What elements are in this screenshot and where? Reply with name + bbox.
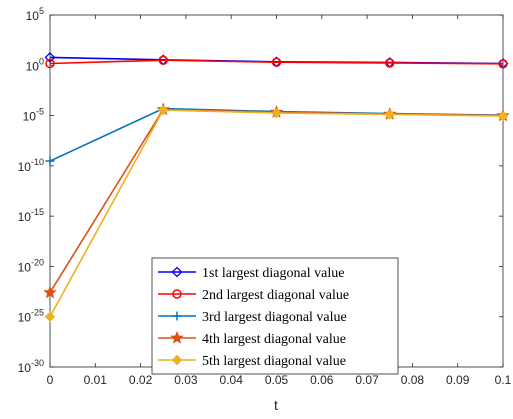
data-point <box>45 58 55 69</box>
x-tick-label: 0.08 <box>401 373 425 387</box>
data-point <box>44 52 56 63</box>
x-axis: 0 0.01 0.02 0.03 0.04 0.05 0.06 0.07 0.08 0.09 0.1 <box>47 15 512 387</box>
legend-marker <box>171 266 183 278</box>
x-tick-label: 0 <box>47 373 54 387</box>
data-point <box>497 110 509 122</box>
legend: 1st largest diagonal value 2nd largest di… <box>151 257 399 375</box>
x-tick-label: 0.07 <box>355 373 379 387</box>
data-point <box>44 311 56 322</box>
x-tick-label: 0.09 <box>446 373 470 387</box>
data-point <box>271 107 282 119</box>
x-tick-label: 0.1 <box>495 373 512 387</box>
series-layer <box>43 52 510 322</box>
x-tick-label: 0.04 <box>220 373 244 387</box>
legend-item: 1st largest diagonal value <box>158 266 344 281</box>
legend-item: 5th largest diagonal value <box>158 354 346 369</box>
legend-item: 4th largest diagonal value <box>158 330 346 347</box>
data-point <box>385 58 395 68</box>
series-2 <box>45 55 508 69</box>
data-point <box>384 109 395 120</box>
legend-item: 2nd largest diagonal value <box>158 288 349 303</box>
y-tick-label: 10-30 <box>18 358 44 375</box>
legend-label: 3rd largest diagonal value <box>202 310 347 325</box>
y-tick-label: 10-25 <box>18 308 44 325</box>
x-axis-label: t <box>274 397 278 413</box>
legend-marker <box>172 289 182 299</box>
x-tick-label: 0.05 <box>265 373 289 387</box>
series-line <box>49 59 504 65</box>
legend-item: 3rd largest diagonal value <box>158 310 347 325</box>
legend-label: 1st largest diagonal value <box>202 266 344 281</box>
data-point <box>158 55 168 65</box>
x-tick-label: 0.06 <box>310 373 334 387</box>
data-point <box>43 285 57 299</box>
y-tick-label: 10-20 <box>18 257 44 274</box>
y-tick-label: 10-15 <box>18 207 44 224</box>
legend-label: 4th largest diagonal value <box>202 332 346 347</box>
data-point <box>271 57 282 68</box>
y-axis: 105 100 10-5 10-10 10-15 10-20 10-25 10-30 <box>18 6 503 375</box>
y-tick-label: 10-10 <box>18 157 44 174</box>
data-point <box>45 156 55 166</box>
legend-label: 2nd largest diagonal value <box>202 288 349 303</box>
data-point <box>498 59 508 69</box>
y-tick-label: 100 <box>26 56 44 73</box>
y-tick-label: 10-5 <box>23 107 44 124</box>
legend-marker <box>170 330 184 344</box>
series-5 <box>44 104 509 322</box>
x-tick-label: 0.03 <box>174 373 198 387</box>
legend-marker <box>172 311 182 321</box>
data-point <box>158 104 169 116</box>
x-tick-label: 0.01 <box>84 373 108 387</box>
y-tick-label: 105 <box>26 6 44 23</box>
x-tick-label: 0.02 <box>129 373 153 387</box>
legend-label: 5th largest diagonal value <box>202 354 346 369</box>
legend-marker <box>171 354 183 366</box>
